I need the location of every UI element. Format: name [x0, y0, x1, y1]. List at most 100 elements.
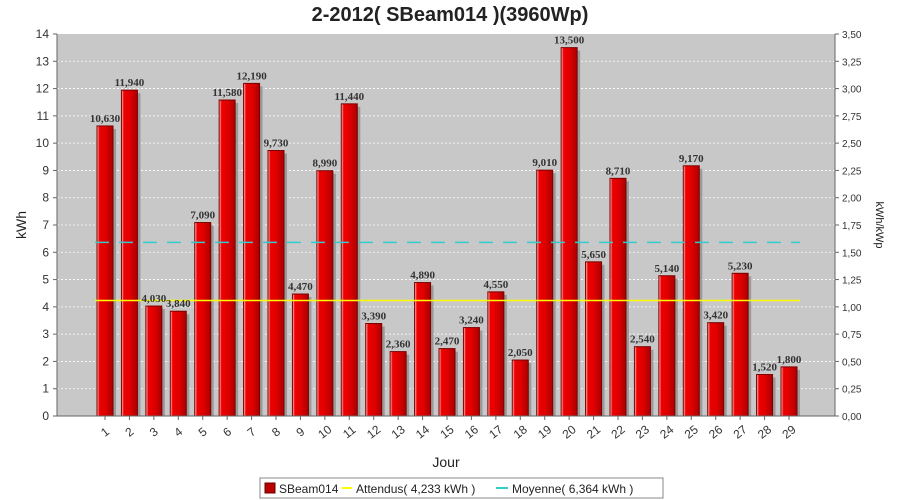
x-tick-label: 20	[560, 422, 579, 441]
bar-value-label: 9,010	[532, 157, 557, 169]
bar-value-label: 8,990	[312, 158, 337, 170]
bar	[731, 272, 749, 417]
bar	[120, 89, 138, 417]
bar-value-label: 9,170	[679, 153, 704, 165]
bar	[756, 374, 774, 417]
x-tick-label: 11	[340, 422, 359, 441]
x-tick-label: 7	[245, 424, 259, 439]
data-labels: 10,630 11,940 4,030 3,840 7,090 11,580 12,190 9…	[90, 35, 802, 374]
bar-value-label: 2,540	[630, 334, 655, 346]
x-axis-label: Jour	[432, 454, 460, 470]
y-tick-label: 5	[42, 273, 49, 287]
legend-label-moyenne: Moyenne( 6,364 kWh )	[512, 482, 633, 496]
bar	[462, 327, 480, 417]
y-right-tick-label: 3,00	[842, 85, 862, 96]
bar	[218, 99, 236, 417]
y-right-tick-label: 0,25	[842, 385, 862, 396]
bar-value-label: 11,440	[334, 91, 364, 103]
bar-value-label: 1,800	[777, 354, 802, 366]
y-tick-label: 7	[42, 218, 49, 232]
x-tick-label: 29	[779, 422, 798, 441]
y-axis-right-label: kWh/kWp	[873, 201, 885, 248]
bar-value-label: 11,580	[212, 87, 242, 99]
y-tick-label: 4	[42, 300, 49, 314]
y-tick-label: 0	[42, 409, 49, 423]
x-tick-label: 5	[196, 424, 210, 439]
bar-value-label: 5,650	[581, 249, 606, 261]
x-tick-label: 9	[293, 424, 307, 439]
y-right-tick-label: 2,00	[842, 194, 862, 205]
bar	[389, 351, 407, 417]
bar-value-label: 11,940	[115, 77, 145, 89]
y-tick-label: 2	[42, 354, 49, 368]
y-right-tick-label: 2,50	[842, 139, 862, 150]
bar	[169, 310, 187, 417]
y-tick-label: 13	[36, 54, 50, 68]
bar-value-label: 4,550	[483, 279, 508, 291]
bar-value-label: 2,360	[386, 339, 411, 351]
y-tick-label: 11	[37, 109, 50, 123]
bar	[365, 323, 383, 417]
bar	[536, 169, 554, 417]
bar-value-label: 7,090	[190, 210, 215, 222]
y-right-tick-label: 1,00	[842, 303, 862, 314]
x-tick-label: 8	[269, 424, 283, 439]
x-tick-label: 12	[364, 422, 383, 441]
y-tick-label: 9	[42, 163, 49, 177]
x-tick-label: 24	[657, 422, 676, 441]
bar	[145, 305, 163, 417]
bar-value-label: 2,470	[435, 336, 460, 348]
x-tick-label: 26	[706, 422, 725, 441]
bar	[780, 366, 798, 417]
y-right-tick-label: 2,75	[842, 112, 862, 123]
x-tick-label: 23	[633, 422, 652, 441]
bar-value-label: 3,420	[703, 310, 728, 322]
y-tick-label: 8	[42, 191, 49, 205]
y-right-tick-label: 1,75	[842, 221, 862, 232]
y-right-tick-label: 1,25	[842, 276, 862, 287]
bar	[658, 275, 676, 417]
bar	[340, 103, 358, 417]
legend-label-sbeam014: SBeam014	[279, 482, 339, 496]
reference-lines	[95, 241, 800, 302]
bar	[633, 346, 651, 417]
y-right-tick-label: 0,75	[842, 330, 862, 341]
bar	[316, 170, 334, 417]
bar	[267, 150, 285, 417]
x-tick-label: 3	[147, 424, 161, 439]
bar-value-label: 4,470	[288, 281, 313, 293]
bar	[585, 261, 603, 417]
x-tick-label: 15	[437, 422, 456, 441]
y-tick-label: 3	[42, 327, 49, 341]
bar-value-label: 5,140	[654, 263, 679, 275]
x-tick-label: 27	[731, 422, 750, 441]
bar-value-label: 13,500	[554, 35, 585, 47]
x-tick-label: 4	[171, 424, 185, 439]
bar	[96, 125, 114, 417]
bar	[243, 82, 261, 417]
x-tick-label: 1	[98, 424, 112, 439]
y-tick-label: 10	[36, 136, 50, 150]
y-right-tick-label: 3,50	[842, 30, 862, 41]
bar-value-label: 3,390	[361, 311, 386, 323]
y-right-tick-label: 0,50	[842, 357, 862, 368]
bar	[291, 293, 309, 417]
x-tick-label: 10	[315, 422, 334, 441]
y-right-tick-label: 3,25	[842, 57, 862, 68]
bar-value-label: 9,730	[264, 138, 289, 150]
bar	[707, 322, 725, 417]
x-tick-label: 13	[389, 422, 408, 441]
y-right-tick-label: 2,25	[842, 166, 862, 177]
y-tick-label: 12	[36, 82, 50, 96]
x-tick-label: 25	[682, 422, 701, 441]
bar-value-label: 8,710	[606, 165, 631, 177]
y-right-tick-label: 1,50	[842, 248, 862, 259]
bar	[511, 359, 529, 417]
bar-series	[96, 47, 800, 417]
bar	[560, 47, 578, 417]
x-tick-label: 6	[220, 424, 234, 439]
x-tick-label: 14	[413, 422, 432, 441]
x-tick-label: 21	[584, 422, 603, 441]
